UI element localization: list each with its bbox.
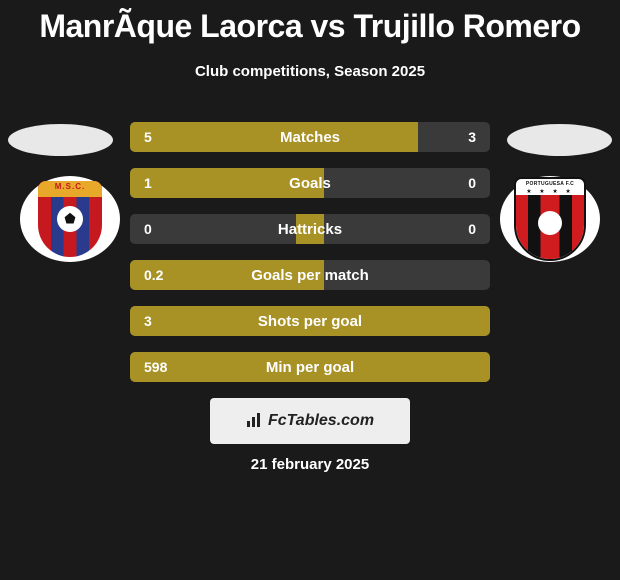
- stat-value-left: 3: [144, 306, 152, 336]
- stat-bars: Matches53Goals10Hattricks00Goals per mat…: [130, 122, 490, 398]
- stat-label: Hattricks: [130, 214, 490, 244]
- crest-right: PORTUGUESA F.C ★ ★ ★ ★: [514, 177, 586, 261]
- stat-label: Matches: [130, 122, 490, 152]
- stat-row: Hattricks0 0: [130, 214, 490, 244]
- brand-text: FcTables.com: [246, 412, 374, 431]
- stat-label: Goals per match: [130, 260, 490, 290]
- stat-value-left: 598: [144, 352, 167, 382]
- page-title: ManrÃ­que Laorca vs Trujillo Romero: [0, 0, 620, 45]
- stat-value-left: 5: [144, 122, 152, 152]
- stat-label: Goals: [130, 168, 490, 198]
- stat-row: Goals1 0: [130, 168, 490, 198]
- stat-value-left: 1: [144, 168, 152, 198]
- club-badge-right: PORTUGUESA F.C ★ ★ ★ ★: [500, 176, 600, 262]
- crest-right-name: PORTUGUESA F.C: [516, 181, 584, 187]
- season-subtitle: Club competitions, Season 2025: [0, 45, 620, 80]
- stat-value-right: 0: [468, 168, 476, 198]
- club-badge-left: M.S.C.: [20, 176, 120, 262]
- comparison-card: ManrÃ­que Laorca vs Trujillo Romero Club…: [0, 0, 620, 580]
- soccer-ball-icon: [57, 206, 83, 232]
- footer-date: 21 february 2025: [0, 456, 620, 473]
- crest-right-stars: ★ ★ ★ ★: [516, 188, 584, 195]
- soccer-ball-icon: [538, 211, 562, 235]
- stat-value-left: 0.2: [144, 260, 163, 290]
- stat-row: Min per goal598: [130, 352, 490, 382]
- stat-value-right: 3: [468, 122, 476, 152]
- stat-row: Goals per match0.2: [130, 260, 490, 290]
- crest-left-abbr: M.S.C.: [38, 182, 102, 191]
- stat-value-left: 0: [144, 214, 152, 244]
- crest-left: M.S.C.: [38, 181, 102, 257]
- stat-row: Shots per goal3: [130, 306, 490, 336]
- chart-icon: [246, 412, 264, 431]
- stat-label: Shots per goal: [130, 306, 490, 336]
- stat-label: Min per goal: [130, 352, 490, 382]
- player-silhouette-right: [507, 124, 612, 156]
- player-silhouette-left: [8, 124, 113, 156]
- stat-value-right: 0: [468, 214, 476, 244]
- stat-row: Matches5 3: [130, 122, 490, 152]
- brand-plate: FcTables.com: [210, 398, 410, 444]
- brand-label: FcTables.com: [268, 412, 374, 430]
